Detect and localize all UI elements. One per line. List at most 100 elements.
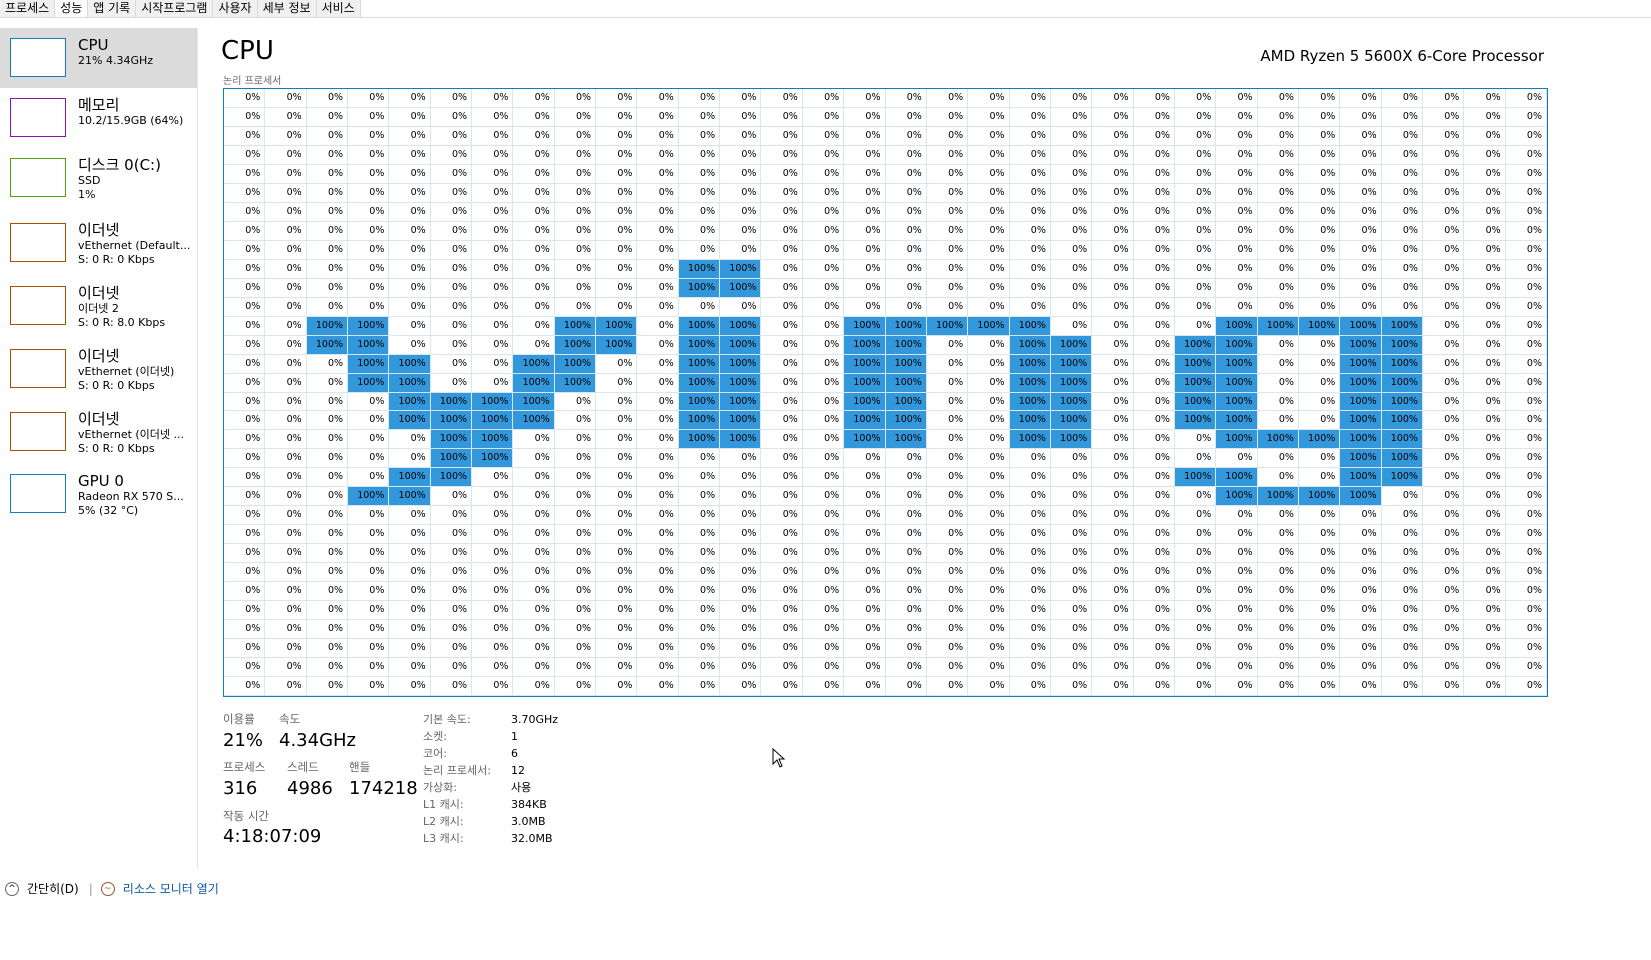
grid-cell: 0% [1092,677,1134,696]
sidebar-item-4[interactable]: 이더넷 이더넷 2 S: 0 R: 8.0 Kbps [0,276,197,336]
grid-cell: 0% [265,89,307,108]
grid-cell: 100% [720,278,762,298]
grid-cell: 0% [1174,221,1217,241]
sidebar-item-3[interactable]: 이더넷 vEthernet (Default... S: 0 R: 0 Kbps [0,213,197,273]
sidebar-item-1[interactable]: 메모리 10.2/15.9GB (64%) [0,88,197,148]
grid-cell: 0% [637,582,679,602]
grid-cell: 100% [720,316,762,336]
grid-cell: 0% [926,506,969,526]
grid-cell: 0% [968,411,1010,431]
grid-cell: 0% [306,107,349,127]
grid-cell: 0% [1133,335,1175,355]
resource-monitor-link[interactable]: 리소스 모니터 열기 [122,882,219,896]
resource-monitor-icon[interactable]: ~ [100,881,115,896]
grid-cell: 0% [1092,468,1134,488]
sidebar-item-0[interactable]: CPU 21% 4.34GHz [0,28,197,88]
sidebar-item-7[interactable]: GPU 0 Radeon RX 570 S... 5% (32 °C) [0,464,197,524]
sidebar-item-2[interactable]: 디스크 0(C:) SSD 1% [0,148,197,208]
sidebar-item-5[interactable]: 이더넷 vEthernet (이더넷) S: 0 R: 0 Kbps [0,339,197,399]
grid-cell: 0% [844,620,886,640]
grid-cell: 0% [926,392,969,412]
tab-4[interactable]: 사용자 [213,0,258,17]
grid-cell: 0% [1464,240,1506,260]
grid-cell: 0% [1505,89,1547,108]
chevron-up-icon[interactable]: ^ [5,881,19,896]
grid-cell: 0% [926,449,969,469]
grid-cell: 0% [1009,582,1051,602]
grid-cell: 100% [1257,487,1299,507]
grid-cell: 0% [637,411,679,431]
grid-cell: 100% [1381,411,1423,431]
collapse-link[interactable]: 간단히(D) [27,882,79,896]
grid-cell: 0% [761,316,803,336]
grid-cell: 0% [1298,658,1341,678]
grid-cell: 100% [844,335,886,355]
grid-cell: 0% [1133,126,1175,146]
grid-cell: 0% [1133,563,1175,583]
grid-cell: 0% [1464,411,1506,431]
grid-cell: 0% [1340,506,1382,526]
grid-cell: 0% [348,544,390,564]
grid-cell: 0% [1216,658,1258,678]
grid-cell: 0% [1133,582,1175,602]
grid-cell: 0% [472,601,514,621]
grid-cell: 0% [844,107,886,127]
grid-cell: 0% [348,221,390,241]
grid-cell: 0% [1505,468,1547,488]
grid-cell: 0% [1050,297,1093,317]
grid-cell: 0% [1422,487,1465,507]
grid-cell: 0% [1464,373,1506,393]
grid-cell: 0% [1216,297,1258,317]
grid-cell: 0% [1092,316,1134,336]
grid-cell: 0% [1092,89,1134,108]
grid-cell: 0% [348,89,390,108]
grid-cell: 0% [1340,259,1382,279]
grid-cell: 0% [554,392,597,412]
grid-cell: 0% [1133,221,1175,241]
grid-cell: 100% [1216,430,1258,450]
grid-cell: 0% [1050,259,1093,279]
grid-cell: 0% [678,240,721,260]
grid-cell: 0% [968,89,1010,108]
grid-cell: 100% [554,335,597,355]
grid-cell: 0% [761,335,803,355]
grid-cell: 0% [1133,183,1175,203]
grid-cell: 0% [1257,164,1299,184]
grid-cell: 100% [844,354,886,374]
grid-cell: 100% [1009,335,1051,355]
grid-cell: 0% [1133,430,1175,450]
grid-cell: 0% [265,468,307,488]
grid-cell: 0% [1174,430,1217,450]
grid-cell: 100% [513,392,555,412]
grid-cell: 0% [224,335,266,355]
sidebar-item-6[interactable]: 이더넷 vEthernet (이더넷 ... S: 0 R: 0 Kbps [0,402,197,462]
tab-5[interactable]: 세부 정보 [257,0,317,17]
grid-cell: 0% [926,658,969,678]
grid-cell: 0% [1050,620,1093,640]
grid-cell: 0% [1050,468,1093,488]
grid-cell: 0% [678,202,721,222]
tab-0[interactable]: 프로세스 [0,0,56,17]
grid-cell: 0% [265,392,307,412]
tab-2[interactable]: 앱 기록 [88,0,137,17]
grid-cell: 100% [678,335,721,355]
grid-cell: 0% [1257,107,1299,127]
grid-cell: 0% [1009,544,1051,564]
grid-cell: 0% [1174,126,1217,146]
tab-6[interactable]: 서비스 [316,0,361,17]
grid-cell: 0% [802,411,845,431]
grid-cell: 100% [1174,335,1217,355]
grid-cell: 0% [472,582,514,602]
grid-cell: 0% [926,582,969,602]
speed-label: 속도 [279,712,301,726]
grid-cell: 0% [224,677,266,696]
tab-1[interactable]: 성능 [55,0,89,17]
tab-3[interactable]: 시작프로그램 [136,0,214,17]
grid-cell: 0% [968,373,1010,393]
grid-cell: 0% [1174,316,1217,336]
grid-cell: 100% [1009,411,1051,431]
grid-cell: 0% [224,202,266,222]
grid-cell: 0% [1133,639,1175,659]
grid-cell: 0% [1133,240,1175,260]
grid-cell: 0% [430,658,473,678]
